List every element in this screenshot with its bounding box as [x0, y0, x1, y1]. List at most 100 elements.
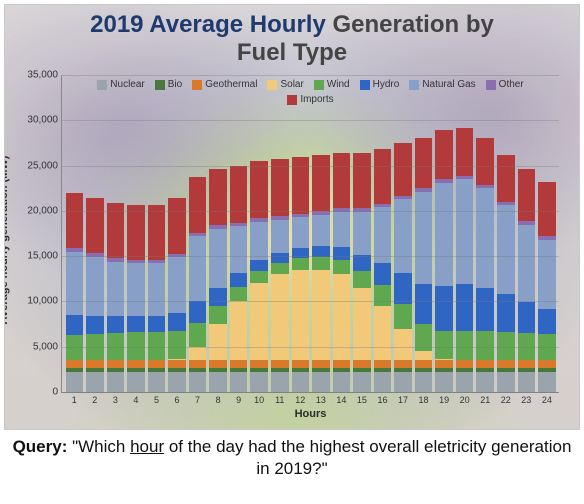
bar-segment-geothermal [353, 360, 371, 368]
bar-segment-hydro [271, 253, 289, 263]
bar-segment-geothermal [86, 360, 104, 368]
bar-segment-imports [312, 155, 330, 211]
x-tick-label: 5 [154, 392, 159, 405]
bar-segment-imports [497, 155, 515, 202]
bar-segment-imports [333, 153, 351, 208]
bar-segment-imports [209, 169, 227, 225]
bar-hour-19: 19 [435, 75, 453, 392]
bar-segment-imports [518, 169, 536, 221]
bar-segment-natural_gas [86, 257, 104, 316]
bar-segment-natural_gas [271, 220, 289, 253]
legend-label: Hydro [373, 79, 400, 90]
x-tick-label: 13 [316, 392, 326, 405]
bar-segment-solar [189, 347, 207, 361]
bar-segment-nuclear [209, 372, 227, 392]
bar-segment-hydro [374, 263, 392, 285]
bar-segment-geothermal [476, 360, 494, 368]
x-tick-label: 20 [460, 392, 470, 405]
bar-segment-geothermal [168, 360, 186, 368]
bar-hour-9: 9 [230, 75, 248, 392]
bar-segment-solar [230, 301, 248, 360]
bar-segment-imports [127, 205, 145, 260]
x-tick-label: 18 [419, 392, 429, 405]
x-tick-label: 12 [295, 392, 305, 405]
legend-swatch [287, 95, 297, 105]
bar-segment-natural_gas [538, 240, 556, 309]
bar-segment-solar [353, 288, 371, 360]
gridline [62, 347, 559, 348]
bar-hour-14: 14 [333, 75, 351, 392]
gridline [62, 75, 559, 76]
legend-swatch [360, 80, 370, 90]
bar-segment-natural_gas [435, 183, 453, 286]
bar-segment-natural_gas [518, 225, 536, 303]
bar-segment-hydro [66, 315, 84, 335]
x-tick-label: 8 [216, 392, 221, 405]
y-tick-label: 35,000 [27, 70, 62, 81]
legend-label: Wind [327, 79, 350, 90]
y-tick-label: 15,000 [27, 251, 62, 262]
bar-segment-imports [415, 138, 433, 189]
gridline [62, 166, 559, 167]
y-tick-label: 25,000 [27, 160, 62, 171]
bar-segment-hydro [538, 309, 556, 334]
bar-segment-natural_gas [353, 212, 371, 255]
bar-segment-nuclear [250, 372, 268, 392]
chart-title: 2019 Average Hourly Generation by Fuel T… [5, 5, 579, 68]
legend-label: Nuclear [110, 79, 144, 90]
bar-segment-nuclear [333, 372, 351, 392]
bar-segment-nuclear [394, 372, 412, 392]
x-tick-label: 9 [236, 392, 241, 405]
x-tick-label: 1 [72, 392, 77, 405]
bar-segment-imports [271, 159, 289, 216]
bar-segment-wind [435, 331, 453, 359]
x-tick-label: 6 [174, 392, 179, 405]
legend-item-other: Other [486, 79, 524, 90]
bar-segment-natural_gas [127, 263, 145, 316]
bar-segment-nuclear [292, 372, 310, 392]
bar-segment-nuclear [312, 372, 330, 392]
bar-segment-natural_gas [107, 262, 125, 316]
bar-segment-nuclear [127, 372, 145, 392]
bar-segment-nuclear [66, 372, 84, 392]
bar-segment-wind [312, 257, 330, 270]
bar-segment-imports [230, 166, 248, 223]
bar-segment-imports [476, 138, 494, 185]
bar-segment-natural_gas [168, 257, 186, 313]
gridline [62, 392, 559, 393]
legend-label: Natural Gas [422, 79, 475, 90]
legend-item-hydro: Hydro [360, 79, 400, 90]
bar-segment-nuclear [353, 372, 371, 392]
bar-segment-geothermal [292, 360, 310, 368]
bar-segment-nuclear [374, 372, 392, 392]
title-part-1: 2019 Average Hourly [90, 11, 326, 38]
bar-hour-4: 4 [127, 75, 145, 392]
x-tick-label: 10 [254, 392, 264, 405]
bar-hour-1: 1 [66, 75, 84, 392]
legend-item-wind: Wind [314, 79, 350, 90]
bar-segment-natural_gas [497, 205, 515, 294]
bar-segment-solar [415, 351, 433, 360]
bar-segment-imports [148, 205, 166, 260]
bar-segment-natural_gas [476, 188, 494, 288]
legend-swatch [192, 80, 202, 90]
bar-hour-12: 12 [292, 75, 310, 392]
bar-hour-13: 13 [312, 75, 330, 392]
bar-segment-imports [456, 128, 474, 176]
gridline [62, 120, 559, 121]
bar-segment-hydro [209, 288, 227, 306]
legend-label: Bio [168, 79, 182, 90]
bar-segment-imports [374, 149, 392, 203]
bar-segment-solar [394, 329, 412, 361]
gridline [62, 211, 559, 212]
bar-segment-geothermal [107, 360, 125, 368]
bar-segment-natural_gas [189, 236, 207, 301]
bar-segment-solar [250, 283, 268, 360]
legend-label: Imports [300, 94, 333, 105]
bar-segment-hydro [333, 247, 351, 260]
bar-segment-hydro [476, 288, 494, 331]
bar-segment-nuclear [435, 372, 453, 392]
x-tick-label: 11 [275, 392, 284, 405]
bar-segment-hydro [189, 301, 207, 323]
chart-card: 2019 Average Hourly Generation by Fuel T… [4, 4, 580, 430]
